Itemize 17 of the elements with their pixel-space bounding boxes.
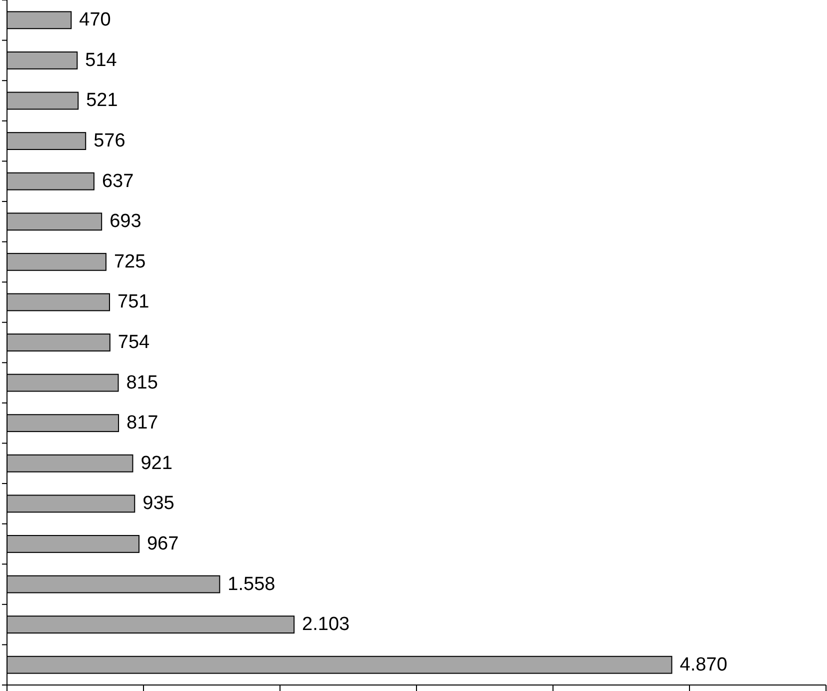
data-label: 815 — [126, 372, 158, 394]
data-label: 2.103 — [302, 614, 350, 636]
data-label: 935 — [142, 493, 174, 514]
data-label: 1.558 — [228, 574, 276, 595]
data-label: 470 — [79, 10, 111, 31]
data-label: 637 — [102, 170, 134, 192]
data-label: 921 — [140, 452, 172, 474]
data-label: 693 — [110, 211, 142, 232]
data-label: 514 — [85, 50, 118, 71]
data-label: 521 — [86, 90, 118, 112]
data-label: 817 — [126, 412, 158, 434]
data-label: 725 — [114, 251, 146, 272]
data-label: 754 — [118, 332, 150, 353]
data-label: 967 — [146, 533, 179, 554]
data-label: 751 — [118, 292, 150, 313]
data-label: 4.870 — [680, 654, 728, 676]
data-label: 576 — [94, 130, 126, 152]
